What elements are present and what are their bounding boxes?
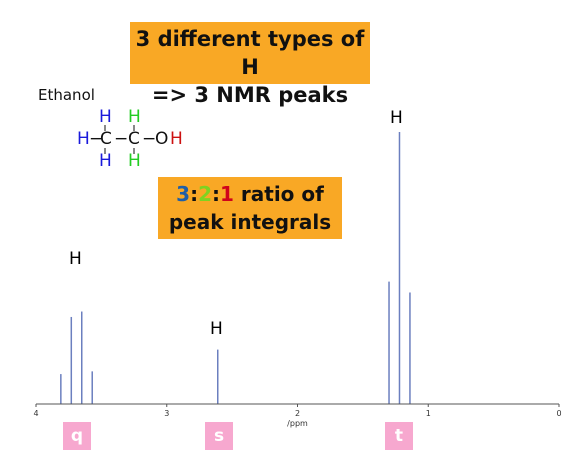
ratio-callout: 3:2:1 ratio of peak integrals — [158, 177, 342, 239]
ratio-separator-1: : — [190, 182, 199, 206]
x-tick-label: 1 — [426, 409, 431, 418]
bond-c1-c2: − — [114, 129, 129, 149]
atom-h-bottom-left: H — [99, 151, 112, 171]
peak-label-oh: H — [210, 319, 223, 339]
bond-c2-o: − — [142, 129, 157, 149]
atom-h-left: H — [77, 129, 90, 149]
spectrum-peaks — [60, 132, 411, 404]
ratio-ch2-number: 2 — [198, 182, 213, 206]
x-tick-label: 2 — [295, 409, 300, 418]
multiplicity-triplet-badge: t — [385, 422, 413, 450]
peak-label-ch2-text: H — [69, 249, 82, 269]
ratio-oh-number: 1 — [220, 182, 234, 206]
ratio-text: ratio of — [233, 182, 324, 206]
ratio-ch3-number: 3 — [176, 182, 191, 206]
multiplicity-quartet-badge: q — [63, 422, 91, 450]
ratio-line-1: 3:2:1 ratio of — [158, 180, 342, 208]
molecule-label: Ethanol — [38, 86, 95, 104]
title-callout: 3 different types of H => 3 NMR peaks — [130, 22, 370, 107]
x-axis-ticks: 4 3 2 1 0 — [33, 404, 562, 418]
title-line-2: => 3 NMR peaks — [151, 83, 349, 107]
title-line-1: 3 different types of H — [135, 27, 365, 79]
atom-h-top-left: H — [99, 107, 112, 127]
bond-h-c1: − — [89, 129, 104, 149]
atom-c2: C — [128, 129, 140, 149]
peak-label-ch3: H — [390, 108, 403, 128]
atom-o: O — [155, 129, 169, 149]
x-tick-label: 4 — [33, 409, 38, 418]
x-tick-label: 3 — [164, 409, 169, 418]
atom-h-top-right: H — [128, 107, 141, 127]
x-axis-label: /ppm — [287, 419, 308, 428]
atom-h-hydroxyl: H — [170, 129, 183, 149]
ratio-line-2: peak integrals — [168, 210, 332, 234]
peak-label-ch2: H — [69, 249, 82, 269]
atom-c1: C — [100, 129, 112, 149]
peak-label-oh-text: H — [210, 319, 223, 339]
x-tick-label: 0 — [556, 409, 561, 418]
multiplicity-singlet-badge: s — [205, 422, 233, 450]
peak-label-ch3-text: H — [390, 108, 403, 128]
ratio-separator-2: : — [212, 182, 221, 206]
atom-h-bottom-right: H — [128, 151, 141, 171]
